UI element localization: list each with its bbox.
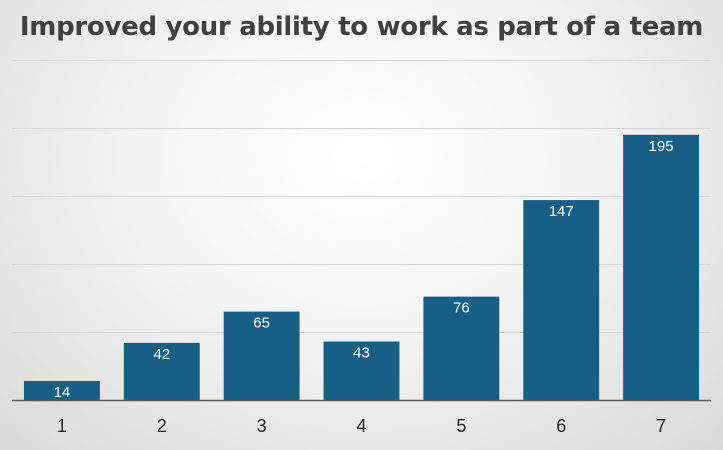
bar-4 <box>323 341 400 400</box>
bar-1 <box>23 380 100 400</box>
data-label-2: 42 <box>153 346 170 363</box>
x-tick-label-1: 1 <box>57 416 67 436</box>
bar-7 <box>623 134 700 401</box>
data-label-7: 195 <box>649 138 674 155</box>
data-label-5: 76 <box>453 300 470 317</box>
x-tick-label-3: 3 <box>257 416 267 436</box>
x-tick-label-6: 6 <box>556 416 566 436</box>
bar-3 <box>223 311 300 400</box>
x-tick-label-4: 4 <box>356 416 366 436</box>
data-label-4: 43 <box>353 345 370 362</box>
bar-2 <box>123 342 200 400</box>
data-label-3: 65 <box>253 315 270 332</box>
bar-5 <box>423 296 500 400</box>
x-tick-label-5: 5 <box>456 416 466 436</box>
data-label-6: 147 <box>549 203 574 220</box>
chart-title: Improved your ability to work as part of… <box>19 12 704 42</box>
bar-6 <box>523 200 600 400</box>
x-tick-label-7: 7 <box>656 416 666 436</box>
x-tick-label-2: 2 <box>157 416 167 436</box>
data-label-1: 14 <box>54 384 71 401</box>
